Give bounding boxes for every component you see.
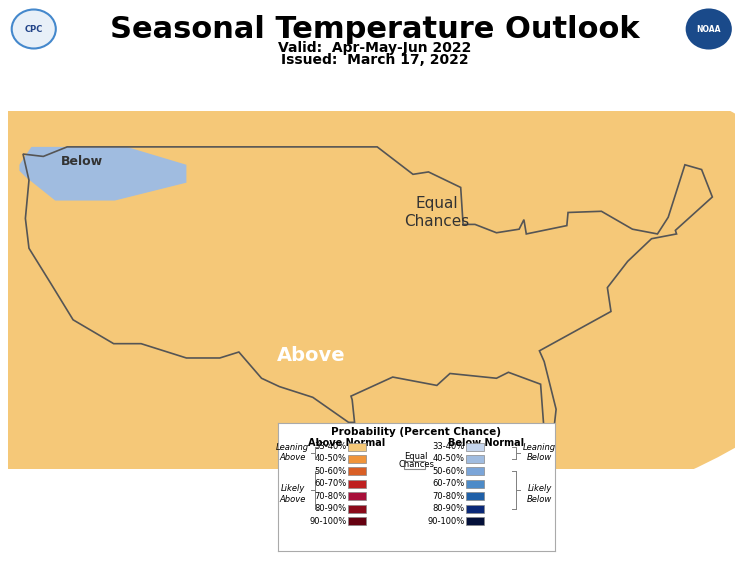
Text: 60-70%: 60-70%: [433, 479, 465, 488]
FancyBboxPatch shape: [348, 492, 366, 501]
Text: 33-40%: 33-40%: [315, 442, 346, 451]
FancyBboxPatch shape: [348, 480, 366, 488]
FancyBboxPatch shape: [466, 455, 484, 463]
Circle shape: [687, 9, 730, 49]
Text: Likely
Below: Likely Below: [527, 484, 552, 503]
FancyBboxPatch shape: [466, 505, 484, 513]
FancyBboxPatch shape: [466, 492, 484, 501]
Polygon shape: [87, 212, 536, 487]
Text: Below Normal: Below Normal: [448, 438, 524, 448]
Text: Below: Below: [62, 155, 104, 168]
Circle shape: [12, 9, 56, 49]
Text: Valid:  Apr-May-Jun 2022: Valid: Apr-May-Jun 2022: [278, 41, 472, 55]
Polygon shape: [136, 246, 487, 465]
Text: 60-70%: 60-70%: [315, 479, 346, 488]
Text: 70-80%: 70-80%: [433, 492, 465, 501]
FancyBboxPatch shape: [348, 517, 366, 525]
FancyBboxPatch shape: [348, 443, 366, 451]
Text: Issued:  March 17, 2022: Issued: March 17, 2022: [281, 53, 469, 67]
Polygon shape: [31, 172, 592, 504]
Polygon shape: [0, 119, 655, 520]
Text: 40-50%: 40-50%: [315, 455, 346, 463]
Text: 70-80%: 70-80%: [315, 492, 346, 501]
Text: Likely
Above: Likely Above: [280, 484, 306, 503]
Text: Probability (Percent Chance): Probability (Percent Chance): [332, 427, 501, 437]
FancyBboxPatch shape: [348, 505, 366, 513]
FancyBboxPatch shape: [466, 467, 484, 476]
Text: Equal
Chances: Equal Chances: [404, 196, 470, 229]
FancyBboxPatch shape: [466, 517, 484, 525]
Text: NOAA: NOAA: [697, 24, 721, 34]
Text: Above Normal: Above Normal: [308, 438, 386, 448]
Text: 80-90%: 80-90%: [315, 504, 346, 513]
Text: 80-90%: 80-90%: [433, 504, 465, 513]
Text: 90-100%: 90-100%: [427, 517, 465, 525]
Polygon shape: [187, 281, 436, 442]
Text: Chances: Chances: [398, 460, 434, 469]
Text: Seasonal Temperature Outlook: Seasonal Temperature Outlook: [110, 14, 640, 44]
Text: Leaning
Above: Leaning Above: [276, 443, 309, 462]
FancyBboxPatch shape: [466, 480, 484, 488]
Text: 40-50%: 40-50%: [433, 455, 465, 463]
FancyBboxPatch shape: [348, 467, 366, 476]
Polygon shape: [20, 147, 187, 201]
Text: CPC: CPC: [25, 24, 43, 34]
Polygon shape: [0, 20, 750, 548]
FancyBboxPatch shape: [404, 461, 424, 469]
FancyBboxPatch shape: [466, 443, 484, 451]
Text: Leaning
Below: Leaning Below: [524, 443, 556, 462]
Text: 33-40%: 33-40%: [433, 442, 465, 451]
Text: Equal: Equal: [404, 452, 428, 462]
Polygon shape: [0, 67, 748, 537]
Text: 50-60%: 50-60%: [315, 467, 346, 476]
FancyBboxPatch shape: [348, 455, 366, 463]
Text: Above: Above: [278, 346, 346, 365]
Text: 90-100%: 90-100%: [310, 517, 347, 525]
Text: 50-60%: 50-60%: [433, 467, 465, 476]
